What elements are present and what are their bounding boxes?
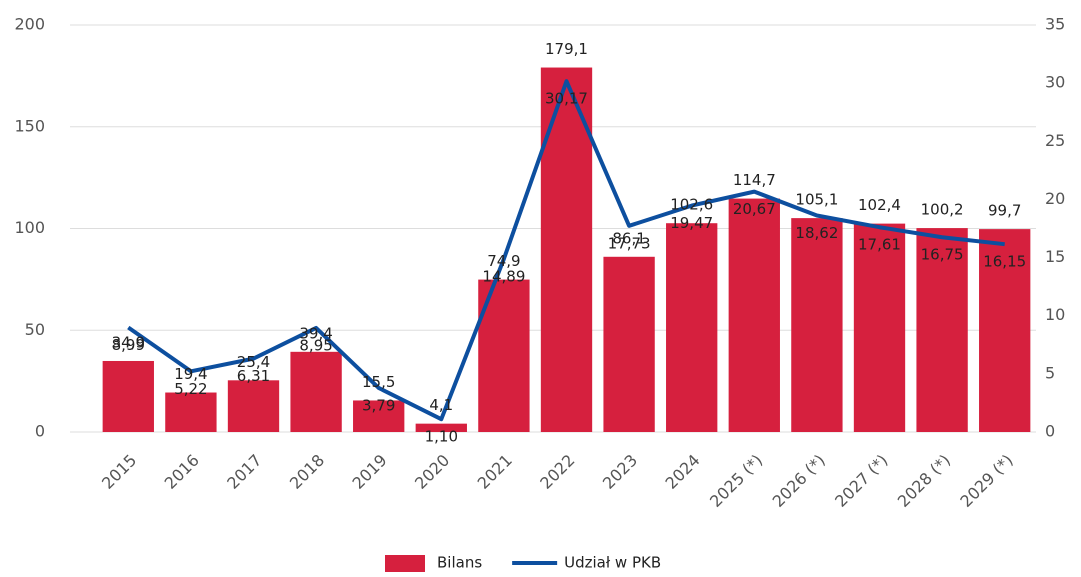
data-label: 3,79 [362,396,395,414]
legend-swatch [385,555,425,572]
y2-tick-label: 0 [1045,422,1055,441]
data-label: 14,89 [482,267,525,285]
y2-tick-label: 30 [1045,73,1065,92]
data-label: 102,4 [858,196,901,214]
x-tick-label: 2028 (*) [894,451,954,511]
x-tick-label: 2026 (*) [769,451,829,511]
x-tick-label: 2019 [348,451,390,493]
x-tick-label: 2024 [661,451,703,493]
x-tick-label: 2021 [474,451,516,493]
data-label: 5,22 [174,380,207,398]
legend-label: Bilans [437,554,482,572]
data-label: 86,1 [612,229,645,247]
x-tick-label: 2020 [411,451,453,493]
data-label: 100,2 [921,201,964,219]
y-tick-label: 150 [14,116,45,135]
data-label: 16,75 [921,246,964,264]
bar [415,423,467,432]
x-tick-label: 2018 [286,451,328,493]
data-label: 179,1 [545,40,588,58]
data-label: 1,10 [425,428,458,446]
x-tick-label: 2016 [161,451,203,493]
y-tick-label: 100 [14,218,45,237]
x-tick-label: 2017 [223,451,265,493]
data-label: 105,1 [795,191,838,209]
x-tick-label: 2023 [599,451,641,493]
x-tick-label: 2029 (*) [956,451,1016,511]
data-label: 74,9 [487,252,520,270]
data-label: 20,67 [733,200,776,218]
y2-tick-label: 10 [1045,305,1065,324]
data-label: 39,4 [299,324,332,342]
data-label: 30,17 [545,90,588,108]
bar [853,223,906,432]
bar [728,198,780,432]
y-tick-label: 200 [14,15,45,34]
bar [666,223,718,432]
x-tick-label: 2025 (*) [706,451,766,511]
legend-label: Udział w PKB [564,554,661,572]
y2-tick-label: 15 [1045,247,1065,266]
data-label: 16,15 [983,253,1026,271]
data-label: 114,7 [733,171,776,189]
x-tick-label: 2015 [98,451,140,493]
line [127,79,1005,422]
data-label: 19,47 [670,214,713,232]
data-label: 15,5 [362,373,395,391]
bar [979,229,1031,432]
bar [290,351,342,432]
data-label: 102,6 [670,196,713,214]
data-label: 99,7 [988,202,1021,220]
data-label: 6,31 [237,367,270,385]
y2-tick-label: 35 [1045,15,1065,34]
bar [227,380,280,432]
y-tick-label: 50 [25,320,45,339]
data-label: 19,4 [174,365,207,383]
bar [603,256,655,432]
y2-tick-label: 25 [1045,131,1065,150]
bar [353,400,405,432]
x-tick-label: 2027 (*) [831,451,891,511]
data-label: 8,99 [112,336,145,354]
y2-tick-label: 20 [1045,189,1065,208]
data-label: 4,1 [429,396,453,414]
data-label: 8,95 [299,336,332,354]
data-label: 18,62 [795,224,838,242]
bar [791,218,843,432]
y-tick-label: 0 [35,422,45,441]
y2-tick-label: 5 [1045,363,1055,382]
bar [916,228,968,432]
bar [165,392,217,432]
data-label: 34,9 [112,333,145,351]
data-label: 17,61 [858,236,901,254]
data-label: 25,4 [237,353,270,371]
bar [102,360,154,432]
x-tick-label: 2022 [536,451,578,493]
data-label: 17,73 [608,234,651,252]
